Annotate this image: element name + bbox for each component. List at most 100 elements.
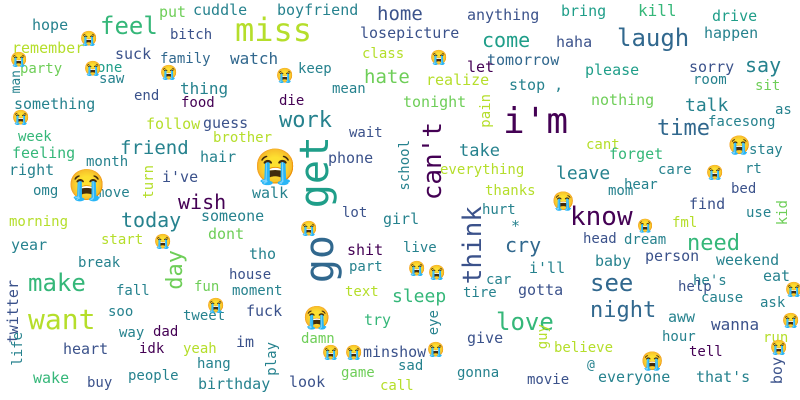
cloud-word-heart: heart <box>63 340 109 358</box>
cloud-word-omg: omg <box>33 183 59 199</box>
crying-face-icon: 😭 <box>408 261 426 277</box>
crying-face-icon: 😭 <box>552 191 575 212</box>
cloud-word-let: let <box>467 58 495 76</box>
cloud-word-pain: pain <box>478 94 494 128</box>
cloud-word-mean: mean <box>332 81 366 97</box>
cloud-word-hate: hate <box>364 66 410 88</box>
cloud-word-minshow: minshow <box>363 343 427 361</box>
cloud-word-boyfriend: boyfriend <box>277 1 359 19</box>
cloud-word-brother: brother <box>213 130 273 146</box>
cloud-word-forget: forget <box>609 145 664 163</box>
cloud-word-follow: follow <box>146 115 201 133</box>
cloud-word-one: one <box>97 60 123 76</box>
cloud-word-soo: soo <box>108 304 134 320</box>
cloud-word-thanks: thanks <box>485 183 536 199</box>
crying-face-icon: 😭 <box>154 234 172 250</box>
cloud-word-dont: dont <box>208 225 245 243</box>
cloud-word-house: house <box>229 267 272 283</box>
cloud-word-fall: fall <box>116 283 150 299</box>
cloud-word-happen: happen <box>704 24 759 42</box>
crying-face-icon: 😭 <box>770 340 788 356</box>
cloud-word-call: call <box>380 378 414 394</box>
cloud-word-gonna: gonna <box>457 365 500 381</box>
cloud-word-fuck: fuck <box>246 302 283 320</box>
cloud-word-i-ve: i've <box>162 168 199 186</box>
cloud-word-food: food <box>181 95 215 111</box>
cloud-word-that-s: that's <box>696 368 751 386</box>
cloud-word-haha: haha <box>556 33 593 51</box>
cloud-word-sleep: sleep <box>392 286 447 307</box>
cloud-word-give: give <box>467 329 504 347</box>
cloud-word-party: party <box>20 61 63 77</box>
cloud-word-bring: bring <box>561 2 607 20</box>
crying-face-icon: 😭 <box>207 298 225 314</box>
cloud-word-idk: idk <box>139 341 165 357</box>
cloud-word-drive: drive <box>712 7 758 25</box>
cloud-word-hear: hear <box>624 177 658 193</box>
crying-face-icon: 😭 <box>728 135 751 156</box>
cloud-word-cant: cant <box>586 137 620 153</box>
cloud-word-come: come <box>482 28 531 52</box>
cloud-word-school: school <box>397 140 413 191</box>
cloud-word-see: see <box>590 269 634 297</box>
cloud-word-guess: guess <box>203 114 249 132</box>
crying-face-icon: 😭 <box>68 168 106 203</box>
cloud-word-cuddle: cuddle <box>193 1 248 19</box>
cloud-word-something: something <box>14 95 96 113</box>
cloud-word-break: break <box>78 255 121 271</box>
cloud-word-kill: kill <box>638 1 677 20</box>
cloud-word-moment: moment <box>232 283 283 299</box>
cloud-word-shit: shit <box>347 241 384 259</box>
cloud-word-man: man <box>9 70 24 94</box>
cloud-word-bed: bed <box>731 181 757 197</box>
cloud-word-movie: movie <box>527 372 570 388</box>
cloud-word-tweet: tweet <box>183 308 226 324</box>
cloud-word-someone: someone <box>201 207 265 225</box>
crying-face-icon: 😭 <box>322 345 340 361</box>
cloud-word-class: class <box>362 46 405 62</box>
crying-face-icon: 😭 <box>303 306 331 331</box>
cloud-word-room: room <box>693 72 727 88</box>
cloud-word-eat: eat <box>763 267 791 285</box>
cloud-word-sit: sit <box>755 78 781 94</box>
cloud-word-losepicture: losepicture <box>360 24 460 42</box>
cloud-word-baby: baby <box>595 252 632 270</box>
cloud-word-hurt: hurt <box>482 202 516 218</box>
cloud-word-phone: phone <box>328 149 374 167</box>
cloud-word-saw: saw <box>99 71 125 87</box>
cloud-word-day: day <box>163 250 188 290</box>
cloud-word-care: care <box>658 162 692 178</box>
cloud-word-night: night <box>590 298 657 323</box>
cloud-word-sad: sad <box>398 358 424 374</box>
cloud-word-put: put <box>159 3 187 21</box>
cloud-word-turn: turn <box>141 165 157 199</box>
cloud-word-part: part <box>349 259 383 275</box>
cloud-word-kid: kid <box>775 200 791 226</box>
cloud-word-tire: tire <box>463 285 497 301</box>
cloud-word-talk: talk <box>685 95 729 116</box>
cloud-word-suck: suck <box>115 45 152 63</box>
cloud-word-move: move <box>96 185 130 201</box>
cloud-word-month: month <box>86 154 129 170</box>
cloud-word-anything: anything <box>467 6 540 24</box>
cloud-word-game: game <box>341 365 375 381</box>
cloud-word-everything: everything <box>440 162 525 178</box>
cloud-word-laugh: laugh <box>617 24 690 52</box>
cloud-word-try: try <box>364 311 392 329</box>
cloud-word-right: right <box>9 161 55 179</box>
cloud-word-realize: realize <box>426 71 490 89</box>
cloud-word-hope: hope <box>32 16 69 34</box>
crying-face-icon: 😭 <box>10 52 28 68</box>
cloud-word-week: week <box>18 129 52 145</box>
cloud-word-miss: miss <box>235 11 313 49</box>
cloud-word-live: live <box>403 240 437 256</box>
crying-face-icon: 😭 <box>641 351 664 372</box>
cloud-word-tho: tho <box>249 245 277 263</box>
cloud-word-today: today <box>121 208 182 232</box>
cloud-word-weekend: weekend <box>716 251 780 269</box>
cloud-word-hour: hour <box>662 329 696 345</box>
cloud-word-wake: wake <box>33 369 70 387</box>
cloud-word-dad: dad <box>153 324 179 340</box>
cloud-word-way: way <box>119 325 145 341</box>
